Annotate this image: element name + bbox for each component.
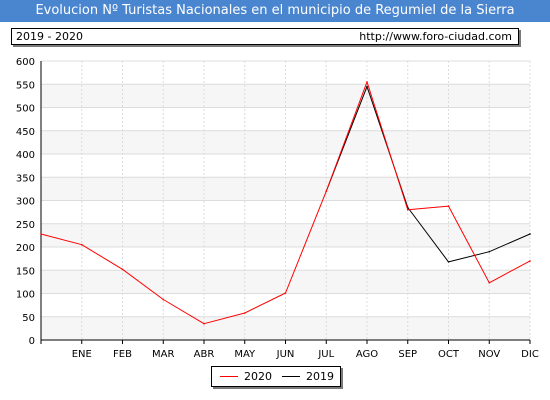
y-tick-label: 0 bbox=[29, 336, 35, 347]
source-url: http://www.foro-ciudad.com bbox=[359, 30, 512, 43]
y-tick-label: 450 bbox=[16, 127, 35, 138]
legend-swatch-2020 bbox=[220, 376, 238, 377]
data-point-2020 bbox=[284, 292, 287, 294]
y-tick-label: 150 bbox=[16, 266, 35, 277]
data-point-2020 bbox=[325, 190, 328, 192]
data-point-2020 bbox=[121, 268, 124, 271]
x-tick-label: OCT bbox=[438, 349, 460, 360]
x-tick-label: MAR bbox=[152, 349, 174, 360]
plot-band bbox=[41, 61, 530, 85]
x-tick-label: ENE bbox=[72, 349, 92, 360]
y-tick-label: 400 bbox=[16, 150, 35, 161]
data-point-2020 bbox=[80, 243, 83, 246]
y-tick-label: 300 bbox=[16, 197, 35, 208]
x-tick-label: MAY bbox=[234, 349, 256, 360]
y-tick-label: 350 bbox=[16, 173, 35, 184]
data-point-2020 bbox=[40, 233, 42, 235]
legend-swatch-2019 bbox=[282, 376, 300, 377]
data-point-2020 bbox=[447, 205, 450, 207]
y-tick-label: 600 bbox=[16, 57, 35, 68]
data-point-2019 bbox=[366, 85, 368, 88]
x-tick-label: ABR bbox=[194, 349, 215, 360]
period-label: 2019 - 2020 bbox=[16, 30, 83, 43]
data-point-2020 bbox=[406, 209, 409, 211]
x-tick-label: FEB bbox=[113, 349, 132, 360]
data-point-2020 bbox=[243, 312, 246, 314]
x-tick-label: SEP bbox=[398, 349, 417, 360]
data-point-2020 bbox=[203, 322, 205, 325]
series-line-2019 bbox=[325, 86, 531, 263]
y-tick-label: 100 bbox=[16, 290, 35, 301]
y-tick-label: 550 bbox=[16, 80, 35, 91]
legend: 2020 2019 bbox=[211, 366, 341, 387]
chart-title: Evolucion Nº Turistas Nacionales en el m… bbox=[0, 0, 550, 22]
data-point-2020 bbox=[529, 260, 531, 262]
x-tick-label: DIC bbox=[521, 349, 539, 360]
data-point-2020 bbox=[488, 282, 491, 284]
y-tick-label: 200 bbox=[16, 243, 35, 254]
y-tick-label: 50 bbox=[22, 313, 35, 324]
info-box: 2019 - 2020 http://www.foro-ciudad.com bbox=[11, 28, 519, 45]
x-tick-label: NOV bbox=[478, 349, 500, 360]
legend-label-2020: 2020 bbox=[244, 370, 272, 383]
data-point-2019 bbox=[529, 233, 531, 235]
plot-band bbox=[41, 200, 530, 224]
data-point-2019 bbox=[488, 250, 491, 253]
y-tick-label: 500 bbox=[16, 104, 35, 115]
data-point-2019 bbox=[447, 261, 450, 263]
data-point-2020 bbox=[162, 298, 165, 301]
data-point-2020 bbox=[366, 81, 368, 83]
y-tick-label: 250 bbox=[16, 220, 35, 231]
legend-label-2019: 2019 bbox=[306, 370, 334, 383]
x-tick-label: AGO bbox=[356, 349, 378, 360]
x-tick-label: JUL bbox=[317, 349, 334, 360]
x-tick-label: JUN bbox=[276, 349, 295, 360]
